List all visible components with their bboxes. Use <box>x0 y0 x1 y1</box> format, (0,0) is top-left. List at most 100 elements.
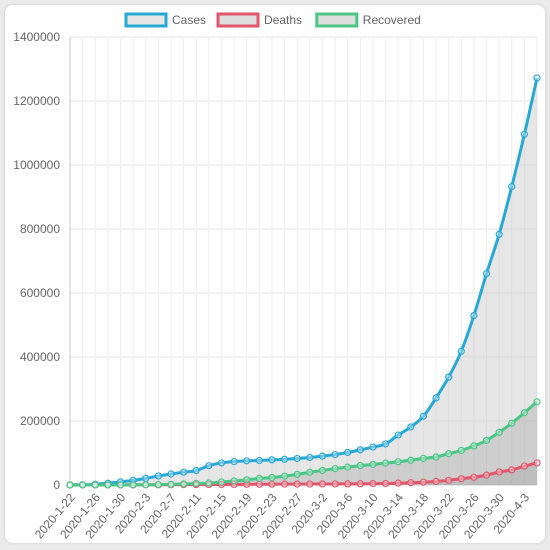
recovered-point[interactable] <box>104 481 112 489</box>
recovered-point[interactable] <box>394 458 402 466</box>
recovered-point[interactable] <box>205 479 213 487</box>
recovered-point[interactable] <box>432 453 440 461</box>
recovered-point[interactable] <box>445 450 453 458</box>
cases-point[interactable] <box>268 456 276 464</box>
deaths-point[interactable] <box>432 477 440 485</box>
cases-point[interactable] <box>381 440 390 448</box>
cases-point[interactable] <box>369 443 377 451</box>
recovered-point[interactable] <box>369 460 377 468</box>
recovered-point[interactable] <box>508 419 516 427</box>
cases-point[interactable] <box>482 269 491 278</box>
deaths-point[interactable] <box>356 480 364 488</box>
deaths-point[interactable] <box>419 478 428 486</box>
cases-point[interactable] <box>217 459 226 467</box>
grid <box>69 36 538 486</box>
recovered-point[interactable] <box>356 461 364 470</box>
legend-item-deaths[interactable]: Deaths <box>216 12 302 28</box>
recovered-point[interactable] <box>230 477 238 485</box>
cases-point[interactable] <box>293 454 301 463</box>
deaths-point[interactable] <box>306 480 314 488</box>
cases-point[interactable] <box>470 311 478 320</box>
recovered-point[interactable] <box>255 474 263 482</box>
cases-point[interactable] <box>508 182 516 191</box>
deaths-point[interactable] <box>533 459 541 467</box>
deaths-point[interactable] <box>482 471 491 479</box>
cases-point[interactable] <box>331 450 339 459</box>
cases-point[interactable] <box>154 472 162 480</box>
recovered-point[interactable] <box>79 481 87 489</box>
cases-point[interactable] <box>243 457 251 465</box>
legend[interactable]: Cases Deaths Recovered <box>124 12 421 28</box>
recovered-point[interactable] <box>457 446 465 455</box>
deaths-point[interactable] <box>457 475 465 483</box>
cases-point[interactable] <box>432 394 440 402</box>
recovered-point[interactable] <box>167 480 175 488</box>
deaths-point[interactable] <box>280 480 289 488</box>
recovered-point[interactable] <box>179 480 188 488</box>
deaths-point[interactable] <box>331 480 339 488</box>
deaths-point[interactable] <box>268 480 276 488</box>
deaths-point[interactable] <box>470 473 478 481</box>
recovered-point[interactable] <box>116 481 125 489</box>
cases-point[interactable] <box>205 462 213 470</box>
recovered-point[interactable] <box>306 468 314 476</box>
cases-point[interactable] <box>142 474 150 483</box>
recovered-point[interactable] <box>129 481 137 489</box>
recovered-point[interactable] <box>217 478 226 486</box>
cases-point[interactable] <box>407 423 415 431</box>
cases-point[interactable] <box>520 130 528 138</box>
deaths-point[interactable] <box>520 462 528 470</box>
recovered-point[interactable] <box>142 481 150 489</box>
cases-point[interactable] <box>445 373 453 381</box>
cases-point[interactable] <box>495 230 503 238</box>
deaths-point[interactable] <box>445 476 453 484</box>
recovered-point[interactable] <box>470 442 478 450</box>
cases-point[interactable] <box>419 412 428 420</box>
cases-point[interactable] <box>255 456 263 465</box>
cases-point[interactable] <box>356 446 364 454</box>
cases-point[interactable] <box>192 466 200 475</box>
deaths-point[interactable] <box>394 479 402 487</box>
recovered-point[interactable] <box>533 398 541 406</box>
recovered-point[interactable] <box>280 472 289 480</box>
deaths-point[interactable] <box>407 479 415 487</box>
deaths-point[interactable] <box>318 480 327 488</box>
recovered-point[interactable] <box>520 409 528 417</box>
recovered-point[interactable] <box>192 479 200 488</box>
recovered-point[interactable] <box>331 465 339 473</box>
cases-point[interactable] <box>280 455 289 463</box>
recovered-point[interactable] <box>243 476 251 484</box>
cases-point[interactable] <box>344 448 352 457</box>
cases-point[interactable] <box>318 452 327 460</box>
deaths-point[interactable] <box>293 480 301 488</box>
deaths-point[interactable] <box>381 479 390 488</box>
recovered-point[interactable] <box>419 454 428 462</box>
recovered-point[interactable] <box>91 481 99 489</box>
recovered-point[interactable] <box>381 459 390 467</box>
recovered-point[interactable] <box>268 473 276 482</box>
deaths-point[interactable] <box>508 466 516 474</box>
cases-point[interactable] <box>179 468 188 476</box>
recovered-point[interactable] <box>407 456 415 464</box>
recovered-point[interactable] <box>318 466 327 475</box>
x-axis: 2020-1-222020-1-262020-1-302020-2-32020-… <box>32 490 532 541</box>
cases-point[interactable] <box>394 431 402 439</box>
recovered-point[interactable] <box>293 470 301 478</box>
recovered-point[interactable] <box>154 481 162 489</box>
recovered-point[interactable] <box>66 481 74 489</box>
deaths-point[interactable] <box>344 480 352 488</box>
legend-item-cases[interactable]: Cases <box>124 12 206 28</box>
cases-point[interactable] <box>230 457 238 466</box>
recovered-point[interactable] <box>344 463 352 471</box>
cases-point[interactable] <box>167 470 175 478</box>
recovered-point[interactable] <box>482 436 491 444</box>
cases-point[interactable] <box>457 347 465 355</box>
recovered-point[interactable] <box>495 428 503 436</box>
cases-point[interactable] <box>533 74 541 82</box>
y-tick-label: 1200000 <box>13 94 60 108</box>
legend-item-recovered[interactable]: Recovered <box>315 12 421 28</box>
deaths-point[interactable] <box>255 480 263 488</box>
deaths-point[interactable] <box>495 468 503 476</box>
deaths-point[interactable] <box>369 480 377 488</box>
cases-point[interactable] <box>306 453 314 462</box>
